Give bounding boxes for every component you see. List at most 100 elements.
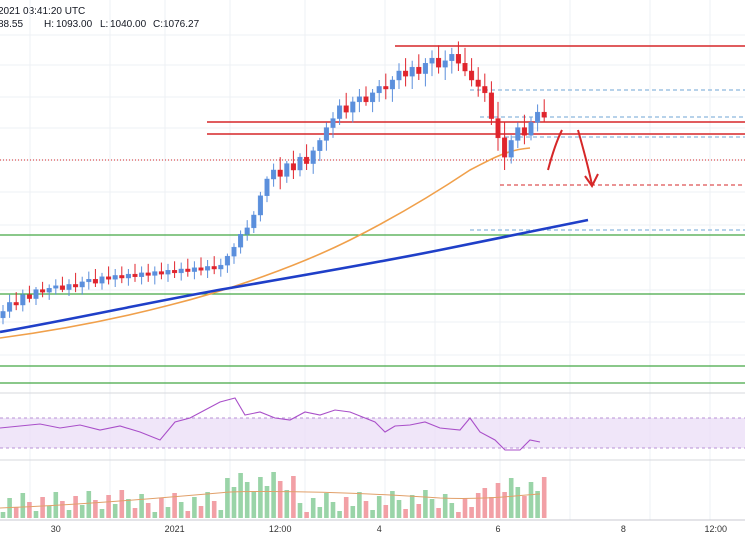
volume-bar-23 <box>152 512 158 518</box>
candle-body-26 <box>172 270 178 274</box>
candle-body-71 <box>469 70 475 81</box>
x-tick-label-4: 6 <box>495 524 500 534</box>
candle-body-48 <box>317 140 323 151</box>
candle-body-46 <box>304 156 310 164</box>
candle-body-80 <box>528 122 534 136</box>
candle-body-36 <box>238 234 244 248</box>
volume-bar-73 <box>482 488 488 518</box>
candle-body-50 <box>330 118 336 128</box>
candle-body-7 <box>46 288 52 293</box>
header-low-label: L: <box>100 19 108 30</box>
candle-body-20 <box>132 273 138 277</box>
annotation-up-stroke <box>547 129 563 171</box>
candle-body-69 <box>455 54 461 64</box>
volume-bar-81 <box>535 491 540 518</box>
volume-bar-45 <box>297 503 303 518</box>
candle-body-33 <box>218 264 224 270</box>
candle-body-61 <box>403 70 409 77</box>
candle-body-34 <box>224 255 230 266</box>
candle-body-23 <box>152 271 158 276</box>
candle-body-59 <box>389 79 395 90</box>
header-date: 2021 03:41:20 UTC <box>0 6 85 17</box>
ma-fast-line <box>0 147 531 339</box>
candle-body-57 <box>376 86 382 94</box>
volume-bar-14 <box>93 500 98 518</box>
volume-bar-77 <box>508 478 514 518</box>
candle-body-1 <box>7 302 13 312</box>
volume-bar-52 <box>343 497 349 518</box>
rsi-line <box>0 397 541 451</box>
volume-bar-71 <box>469 507 474 518</box>
volume-bar-80 <box>528 482 534 518</box>
volume-bar-55 <box>363 501 369 518</box>
volume-bar-13 <box>86 491 92 518</box>
rsi-band <box>0 418 745 448</box>
candle-body-13 <box>86 279 92 283</box>
volume-bar-49 <box>324 493 329 518</box>
candle-body-19 <box>125 273 131 279</box>
candle-body-66 <box>436 57 442 68</box>
volume-bar-19 <box>126 499 131 518</box>
candle-body-39 <box>257 195 263 216</box>
volume-bar-70 <box>462 498 468 518</box>
volume-bar-4 <box>27 502 32 518</box>
volume-ma-line <box>0 490 541 509</box>
volume-bar-29 <box>192 497 197 518</box>
volume-bar-32 <box>211 501 217 518</box>
candle-body-30 <box>198 267 204 271</box>
volume-bar-78 <box>515 487 521 518</box>
x-tick-label-2: 12:00 <box>269 524 292 534</box>
volume-bar-76 <box>502 492 507 518</box>
volume-bar-43 <box>284 490 290 518</box>
candle-body-29 <box>191 267 197 272</box>
volume-bar-9 <box>60 501 65 518</box>
volume-bar-56 <box>370 510 375 518</box>
candle-body-0 <box>0 311 6 319</box>
candle-body-77 <box>508 140 514 158</box>
candle-body-53 <box>350 101 356 113</box>
candle-body-10 <box>66 284 72 290</box>
candle-body-49 <box>323 127 329 141</box>
annotation-down-stroke <box>577 129 593 186</box>
candle-body-6 <box>40 289 46 293</box>
x-tick-label-0: 30 <box>51 524 61 534</box>
annotations <box>547 129 599 188</box>
candle-body-45 <box>297 156 303 171</box>
x-tick-label-6: 12:00 <box>705 524 728 534</box>
volume-bar-16 <box>106 495 111 518</box>
candle-body-15 <box>99 276 105 284</box>
volume-bar-50 <box>330 502 336 518</box>
volume-bar-39 <box>258 477 263 518</box>
candle-body-35 <box>231 246 237 257</box>
volume-bar-17 <box>112 504 118 518</box>
rsi-panel <box>0 397 745 451</box>
volume-bar-59 <box>390 491 395 518</box>
candle-body-79 <box>521 127 527 136</box>
candle-body-76 <box>502 137 508 158</box>
candlesticks <box>0 41 547 325</box>
x-tick-label-3: 4 <box>377 524 382 534</box>
candle-body-27 <box>178 268 184 274</box>
candle-body-2 <box>13 302 19 306</box>
volume-bar-61 <box>403 509 408 518</box>
candle-body-78 <box>515 127 521 141</box>
volume-bar-37 <box>244 482 250 518</box>
candle-body-38 <box>251 214 257 229</box>
candle-body-41 <box>271 169 277 180</box>
volume-bar-40 <box>264 486 270 518</box>
candle-body-51 <box>337 105 343 119</box>
volume-bar-15 <box>99 509 105 518</box>
candle-body-28 <box>185 268 191 272</box>
candle-body-9 <box>59 285 65 290</box>
volume-bar-74 <box>489 497 494 518</box>
candle-body-68 <box>449 54 455 61</box>
candle-body-55 <box>363 96 369 103</box>
volume-bar-63 <box>416 504 422 518</box>
volume-bar-36 <box>238 473 243 518</box>
header-high: 1093.00 <box>56 19 93 30</box>
volume-bar-3 <box>20 493 26 518</box>
candle-body-37 <box>244 227 250 235</box>
candle-body-43 <box>284 163 290 177</box>
